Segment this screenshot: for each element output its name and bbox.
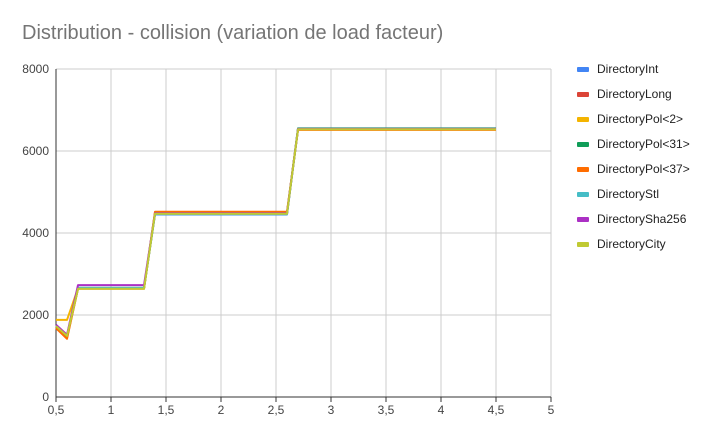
x-tick-label: 4,5 [488,403,505,417]
x-tick-label: 5 [548,403,555,417]
x-tick-label: 3,5 [378,403,395,417]
legend-label: DirectoryCity [597,237,666,251]
chart-title: Distribution - collision (variation de l… [22,22,444,44]
legend-item: DirectoryPol<2> [577,111,683,127]
legend-item: DirectoryCity [577,236,666,252]
legend-swatch [577,66,589,72]
x-tick-label: 1,5 [158,403,175,417]
legend-item: DirectoryLong [577,86,672,102]
series-line-directorycity [55,128,496,337]
y-tick-label: 0 [42,390,49,404]
legend-swatch [577,216,589,222]
legend-swatch [577,91,589,97]
legend-item: DirectoryInt [577,61,658,77]
legend-item: DirectoryStl [577,186,659,202]
x-tick-label: 2,5 [268,403,285,417]
legend-label: DirectorySha256 [597,212,687,226]
y-tick-label: 8000 [22,62,49,76]
y-tick-label: 2000 [22,308,49,322]
legend-item: DirectoryPol<37> [577,161,690,177]
legend-label: DirectoryStl [597,187,660,201]
y-tick-label: 6000 [22,144,49,158]
x-tick-label: 4 [438,403,445,417]
legend-swatch [577,191,589,197]
legend-label: DirectoryPol<31> [597,137,690,151]
legend-swatch [577,116,589,122]
legend-label: DirectoryInt [597,62,659,76]
legend-label: DirectoryLong [597,87,672,101]
legend-item: DirectoryPol<31> [577,136,690,152]
legend-label: DirectoryPol<37> [597,162,690,176]
legend-swatch [577,166,589,172]
legend-item: DirectorySha256 [577,211,686,227]
x-tick-label: 0,5 [48,403,65,417]
x-tick-label: 3 [328,403,335,417]
x-tick-label: 2 [218,403,225,417]
legend-label: DirectoryPol<2> [597,112,684,126]
legend-swatch [577,141,589,147]
x-tick-label: 1 [108,403,115,417]
legend-swatch [577,241,589,247]
y-tick-label: 4000 [22,226,49,240]
